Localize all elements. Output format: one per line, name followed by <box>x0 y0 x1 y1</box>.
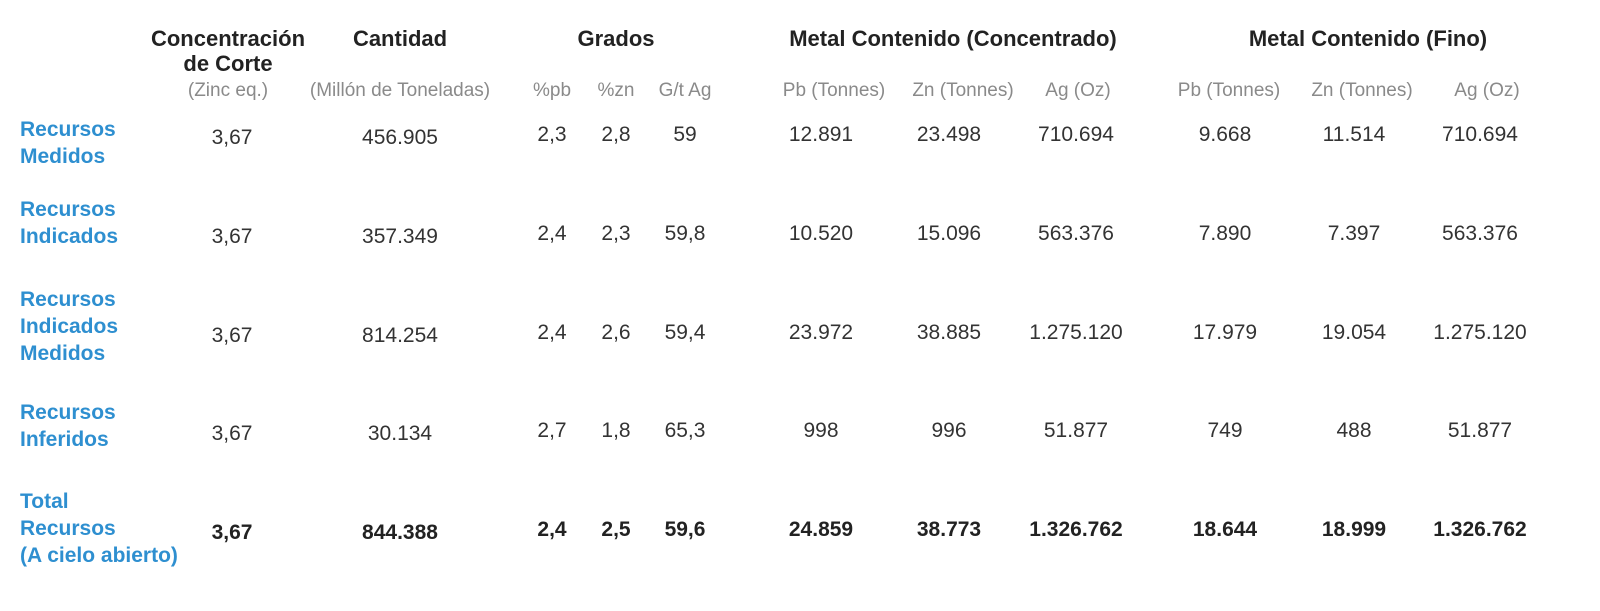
cell-conc-ag: 710.694 <box>1038 123 1114 146</box>
row-label-medidos: Recursos Medidos <box>20 116 116 170</box>
row-label-inferidos: Recursos Inferidos <box>20 399 116 453</box>
cell-pb-pct: 2,7 <box>537 419 567 442</box>
row-label-line: Recursos <box>20 288 116 311</box>
row-label-line: Medidos <box>20 145 106 168</box>
subheader-cutoff: (Zinc eq.) <box>187 80 269 101</box>
cell-zn-pct: 2,6 <box>601 321 631 344</box>
cell-fine-ag: 51.877 <box>1447 419 1513 442</box>
cell-zn-pct: 1,8 <box>601 419 631 442</box>
row-label-line: Indicados <box>20 225 119 248</box>
row-label-line: Recursos <box>20 198 116 221</box>
header-quantity: Cantidad <box>352 26 448 51</box>
header-cutoff-line1: Concentración <box>150 26 306 51</box>
cell-zn-pct: 2,3 <box>601 222 631 245</box>
cell-fine-ag: 563.376 <box>1442 222 1518 245</box>
subheader-fine-pb: Pb (Tonnes) <box>1177 80 1281 101</box>
subheader-pb-pct: %pb <box>532 80 572 101</box>
cell-conc-zn: 38.885 <box>916 321 982 344</box>
cell-ag-gt: 65,3 <box>664 419 706 442</box>
cell-cutoff: 3,67 <box>211 324 253 347</box>
row-label-line: Indicados <box>20 315 119 338</box>
cell-quantity: 30.134 <box>367 422 433 445</box>
cell-fine-ag-total: 1.326.762 <box>1433 518 1527 541</box>
header-grades: Grados <box>577 26 655 51</box>
cell-fine-zn: 7.397 <box>1327 222 1381 245</box>
header-cutoff-line2: de Corte <box>183 51 273 76</box>
cell-fine-pb: 7.890 <box>1198 222 1252 245</box>
cell-conc-ag: 563.376 <box>1038 222 1114 245</box>
cell-zn-pct-total: 2,5 <box>601 518 631 541</box>
subheader-conc-pb: Pb (Tonnes) <box>782 80 886 101</box>
subheader-ag-gt: G/t Ag <box>658 80 712 101</box>
cell-ag-gt-total: 59,6 <box>664 518 706 541</box>
cell-conc-zn: 23.498 <box>916 123 982 146</box>
row-label-line: Total <box>20 490 69 513</box>
cell-quantity-total: 844.388 <box>362 521 438 544</box>
cell-pb-pct: 2,4 <box>537 321 567 344</box>
cell-conc-zn: 15.096 <box>916 222 982 245</box>
cell-ag-gt: 59,8 <box>664 222 706 245</box>
cell-fine-pb: 17.979 <box>1192 321 1258 344</box>
header-metal-concentrate: Metal Contenido (Concentrado) <box>789 26 1117 51</box>
subheader-zn-pct: %zn <box>597 80 635 101</box>
cell-quantity: 357.349 <box>362 225 438 248</box>
cell-quantity: 456.905 <box>362 126 438 149</box>
row-label-line: Recursos <box>20 401 116 424</box>
cell-conc-zn-total: 38.773 <box>916 518 982 541</box>
cell-cutoff-total: 3,67 <box>211 521 253 544</box>
cell-conc-ag: 1.275.120 <box>1029 321 1123 344</box>
subheader-quantity: (Millón de Toneladas) <box>309 80 491 101</box>
cell-fine-zn: 11.514 <box>1322 123 1386 146</box>
cell-conc-zn: 996 <box>931 419 967 442</box>
row-label-line: Medidos <box>20 342 106 365</box>
row-label-line: (A cielo abierto) <box>20 544 178 567</box>
cell-ag-gt: 59 <box>673 123 697 146</box>
row-label-line: Recursos <box>20 118 116 141</box>
cell-conc-pb: 998 <box>803 419 839 442</box>
row-label-indicados-medidos: Recursos Indicados Medidos <box>20 286 118 367</box>
cell-pb-pct: 2,3 <box>537 123 567 146</box>
cell-cutoff: 3,67 <box>211 225 253 248</box>
cell-fine-pb-total: 18.644 <box>1192 518 1258 541</box>
cell-zn-pct: 2,8 <box>601 123 631 146</box>
subheader-fine-zn: Zn (Tonnes) <box>1311 80 1413 101</box>
cell-fine-zn: 19.054 <box>1321 321 1387 344</box>
cell-fine-zn-total: 18.999 <box>1321 518 1387 541</box>
cell-quantity: 814.254 <box>362 324 438 347</box>
cell-cutoff: 3,67 <box>211 422 253 445</box>
subheader-conc-ag: Ag (Oz) <box>1045 80 1111 101</box>
cell-conc-pb: 23.972 <box>788 321 854 344</box>
subheader-conc-zn: Zn (Tonnes) <box>912 80 1014 101</box>
row-label-line: Inferidos <box>20 428 109 451</box>
cell-fine-pb: 749 <box>1207 419 1243 442</box>
cell-fine-pb: 9.668 <box>1198 123 1252 146</box>
cell-cutoff: 3,67 <box>211 126 253 149</box>
cell-pb-pct: 2,4 <box>537 222 567 245</box>
cell-conc-ag: 51.877 <box>1043 419 1109 442</box>
cell-pb-pct-total: 2,4 <box>537 518 567 541</box>
row-label-line: Recursos <box>20 517 116 540</box>
cell-fine-ag: 1.275.120 <box>1433 321 1527 344</box>
cell-conc-ag-total: 1.326.762 <box>1029 518 1123 541</box>
header-cutoff: Concentración de Corte <box>132 26 324 76</box>
cell-conc-pb-total: 24.859 <box>788 518 854 541</box>
subheader-fine-ag: Ag (Oz) <box>1454 80 1520 101</box>
cell-conc-pb: 10.520 <box>788 222 854 245</box>
cell-fine-zn: 488 <box>1336 419 1372 442</box>
cell-ag-gt: 59,4 <box>664 321 706 344</box>
row-label-total: Total Recursos (A cielo abierto) <box>20 488 178 569</box>
cell-conc-pb: 12.891 <box>788 123 854 146</box>
row-label-indicados: Recursos Indicados <box>20 196 118 250</box>
header-metal-fine: Metal Contenido (Fino) <box>1248 26 1488 51</box>
cell-fine-ag: 710.694 <box>1442 123 1518 146</box>
